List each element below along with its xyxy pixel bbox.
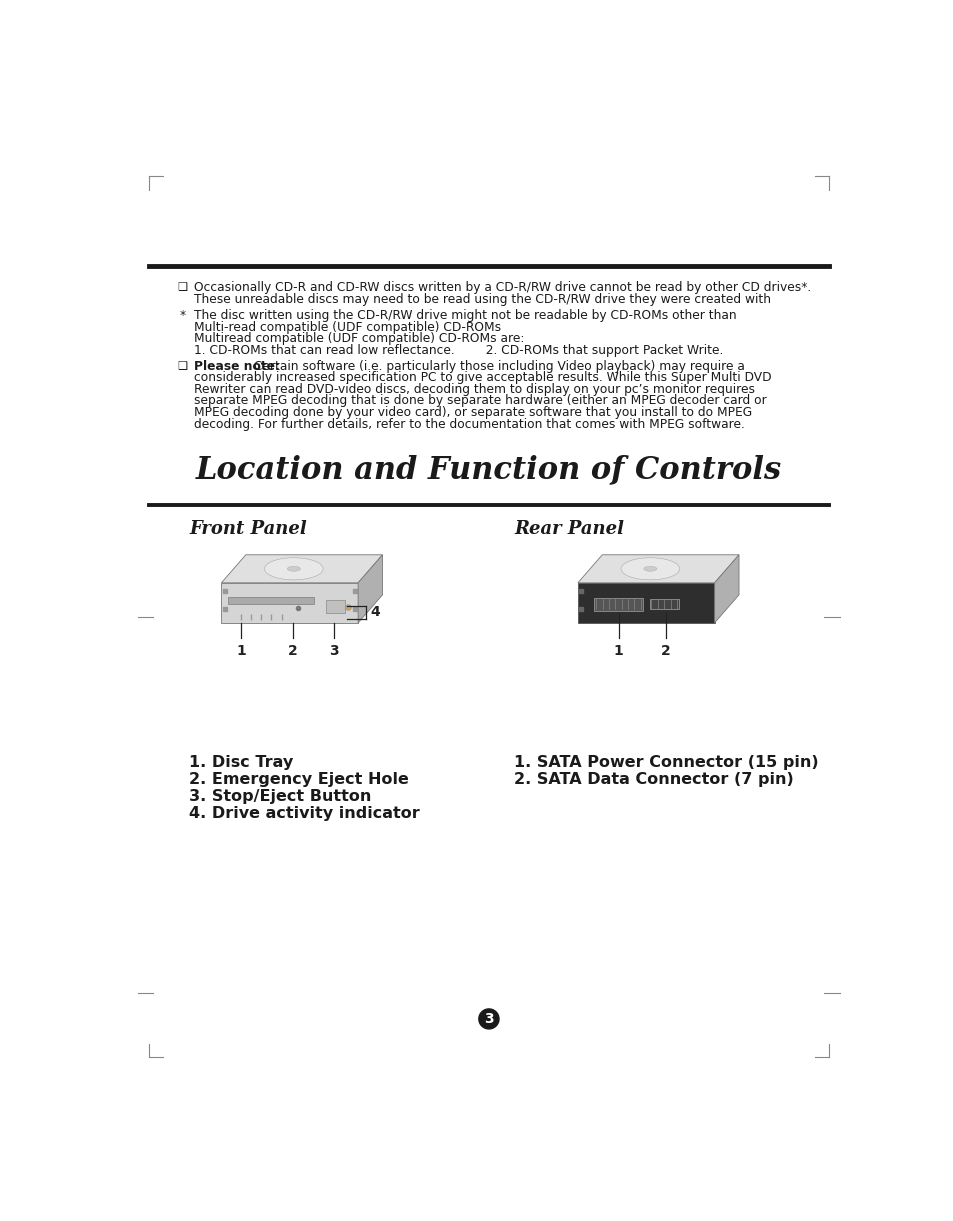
Text: 1: 1 — [613, 645, 623, 658]
Text: Front Panel: Front Panel — [189, 520, 307, 538]
Polygon shape — [221, 582, 357, 623]
Text: 1. SATA Power Connector (15 pin): 1. SATA Power Connector (15 pin) — [514, 755, 819, 769]
Text: These unreadable discs may need to be read using the CD-R/RW drive they were cre: These unreadable discs may need to be re… — [194, 293, 771, 305]
Text: separate MPEG decoding that is done by separate hardware (either an MPEG decoder: separate MPEG decoding that is done by s… — [194, 394, 766, 408]
Bar — [649, 600, 679, 609]
Text: 4: 4 — [370, 606, 379, 619]
Text: MPEG decoding done by your video card), or separate software that you install to: MPEG decoding done by your video card), … — [194, 407, 752, 419]
Polygon shape — [578, 582, 714, 623]
Text: Certain software (i.e. particularly those including Video playback) may require : Certain software (i.e. particularly thos… — [250, 360, 744, 372]
Text: Multiread compatible (UDF compatible) CD-ROMs are:: Multiread compatible (UDF compatible) CD… — [194, 332, 524, 346]
Text: 2. SATA Data Connector (7 pin): 2. SATA Data Connector (7 pin) — [514, 772, 794, 786]
Text: Multi-read compatible (UDF compatible) CD-ROMs: Multi-read compatible (UDF compatible) C… — [194, 321, 501, 333]
Text: 1. CD-ROMs that can read low reflectance.        2. CD-ROMs that support Packet : 1. CD-ROMs that can read low reflectance… — [194, 343, 723, 357]
Polygon shape — [264, 558, 323, 580]
Text: The disc written using the CD-R/RW drive might not be readable by CD-ROMs other : The disc written using the CD-R/RW drive… — [194, 309, 737, 322]
Text: 2. Emergency Eject Hole: 2. Emergency Eject Hole — [189, 772, 409, 786]
Text: Rewriter can read DVD-video discs, decoding them to display on your pc’s monitor: Rewriter can read DVD-video discs, decod… — [194, 383, 755, 396]
FancyBboxPatch shape — [228, 597, 314, 604]
Text: decoding. For further details, refer to the documentation that comes with MPEG s: decoding. For further details, refer to … — [194, 418, 744, 431]
Text: 3: 3 — [329, 645, 338, 658]
Circle shape — [478, 1009, 498, 1029]
Text: 1. Disc Tray: 1. Disc Tray — [189, 755, 293, 769]
Text: 1: 1 — [235, 645, 246, 658]
Polygon shape — [357, 554, 382, 623]
Polygon shape — [620, 558, 679, 580]
Polygon shape — [221, 554, 382, 582]
Text: 2: 2 — [288, 645, 297, 658]
Text: Rear Panel: Rear Panel — [514, 520, 624, 538]
Bar — [594, 598, 642, 610]
Text: Location and Function of Controls: Location and Function of Controls — [195, 454, 781, 485]
Polygon shape — [714, 554, 739, 623]
Text: 3: 3 — [483, 1012, 494, 1026]
Bar — [325, 600, 345, 613]
Polygon shape — [643, 567, 656, 571]
Text: 4. Drive activity indicator: 4. Drive activity indicator — [189, 806, 419, 821]
Polygon shape — [287, 567, 300, 571]
Polygon shape — [578, 554, 739, 582]
Text: considerably increased specification PC to give acceptable results. While this S: considerably increased specification PC … — [194, 371, 771, 385]
Text: Please note:: Please note: — [194, 360, 280, 372]
Text: 2: 2 — [660, 645, 670, 658]
Text: *: * — [179, 309, 186, 322]
Text: ❑: ❑ — [177, 360, 187, 370]
Text: Occasionally CD-R and CD-RW discs written by a CD-R/RW drive cannot be read by o: Occasionally CD-R and CD-RW discs writte… — [194, 281, 811, 294]
Text: 3. Stop/Eject Button: 3. Stop/Eject Button — [189, 789, 371, 803]
Text: ❑: ❑ — [177, 281, 187, 292]
